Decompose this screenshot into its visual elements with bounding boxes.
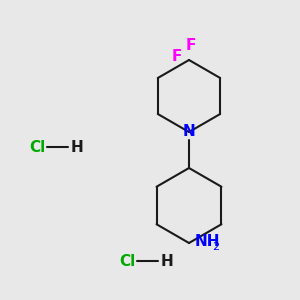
Text: N: N (183, 124, 195, 140)
Text: F: F (171, 49, 182, 64)
Text: Cl: Cl (119, 254, 135, 268)
Text: NH: NH (194, 234, 220, 249)
Text: H: H (160, 254, 173, 268)
Text: F: F (185, 38, 196, 53)
Text: Cl: Cl (29, 140, 45, 154)
Text: H: H (70, 140, 83, 154)
Text: 2: 2 (212, 242, 220, 253)
